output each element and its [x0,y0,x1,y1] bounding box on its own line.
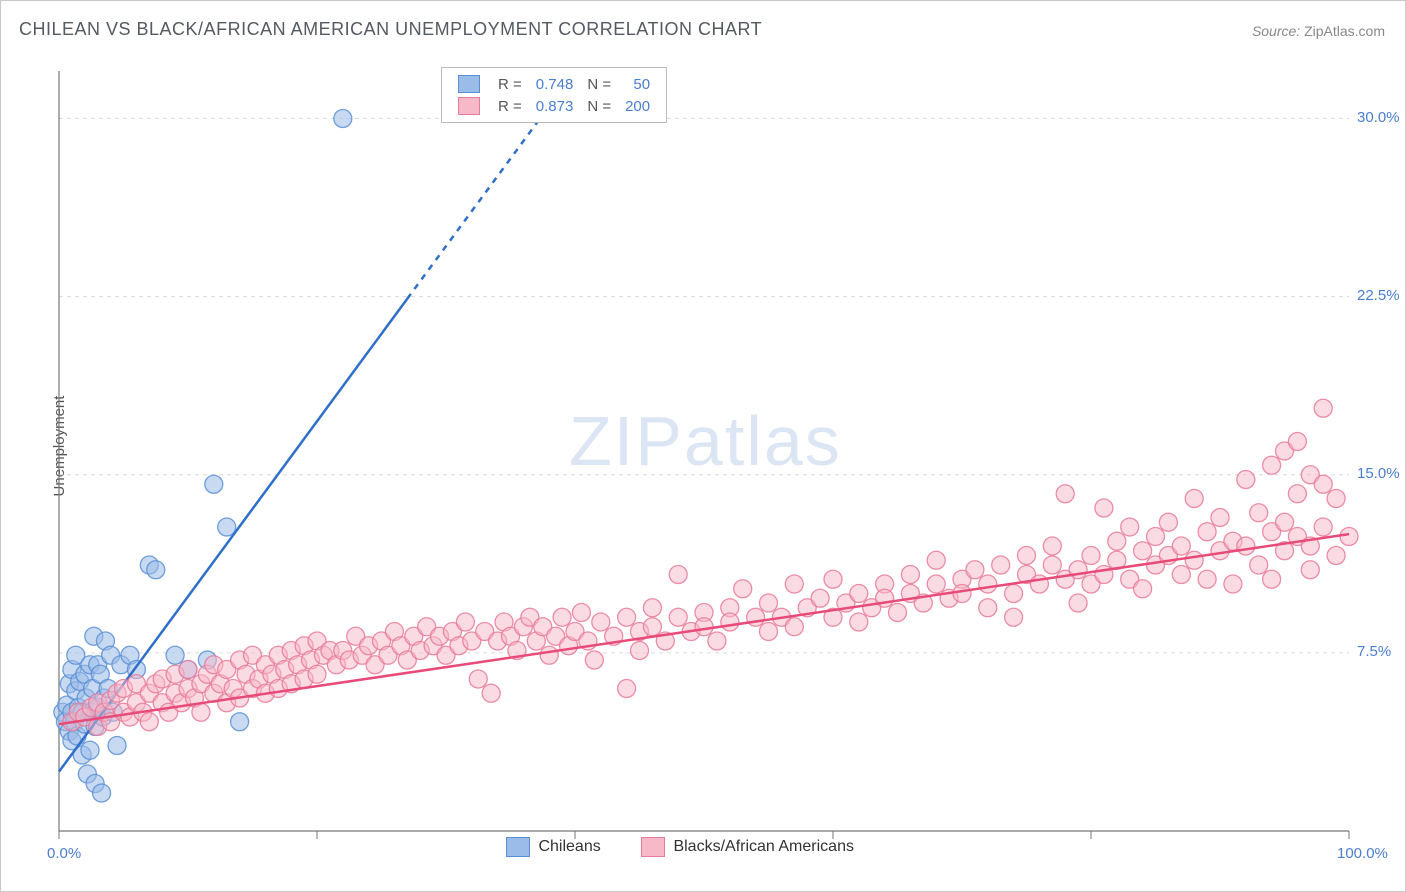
legend-label: Chileans [538,838,600,855]
axis-tick-label: 100.0% [1337,845,1388,862]
source-label: Source: [1252,23,1300,39]
plot-area: ZIPatlas [49,61,1389,853]
legend-r-value: 0.748 [530,74,580,94]
source-attribution: Source: ZipAtlas.com [1252,23,1385,39]
axis-tick-label: 0.0% [47,845,81,862]
legend-r-value: 0.873 [530,96,580,116]
chart-container: CHILEAN VS BLACK/AFRICAN AMERICAN UNEMPL… [0,0,1406,892]
legend-r-label: R = [492,96,528,116]
axis-tick-label: 22.5% [1357,287,1400,304]
legend-n-value: 200 [619,96,656,116]
legend-r-label: R = [492,74,528,94]
axis-tick-label: 15.0% [1357,465,1400,482]
axis-tick-label: 7.5% [1357,643,1391,660]
legend-item: Chileans [506,837,601,857]
legend-n-label: N = [581,96,617,116]
legend-swatch [506,837,530,857]
axis-tick-label: 30.0% [1357,109,1400,126]
legend-n-label: N = [581,74,617,94]
source-value: ZipAtlas.com [1304,23,1385,39]
legend-item: Blacks/African Americans [641,837,854,857]
legend-swatch [458,97,480,115]
legend-swatch [641,837,665,857]
legend-swatch [458,75,480,93]
scatter-plot-svg [49,61,1389,853]
legend-n-value: 50 [619,74,656,94]
legend-label: Blacks/African Americans [673,838,854,855]
correlation-legend: R =0.748N = 50 R =0.873N =200 [441,67,667,123]
chart-title: CHILEAN VS BLACK/AFRICAN AMERICAN UNEMPL… [19,19,762,40]
